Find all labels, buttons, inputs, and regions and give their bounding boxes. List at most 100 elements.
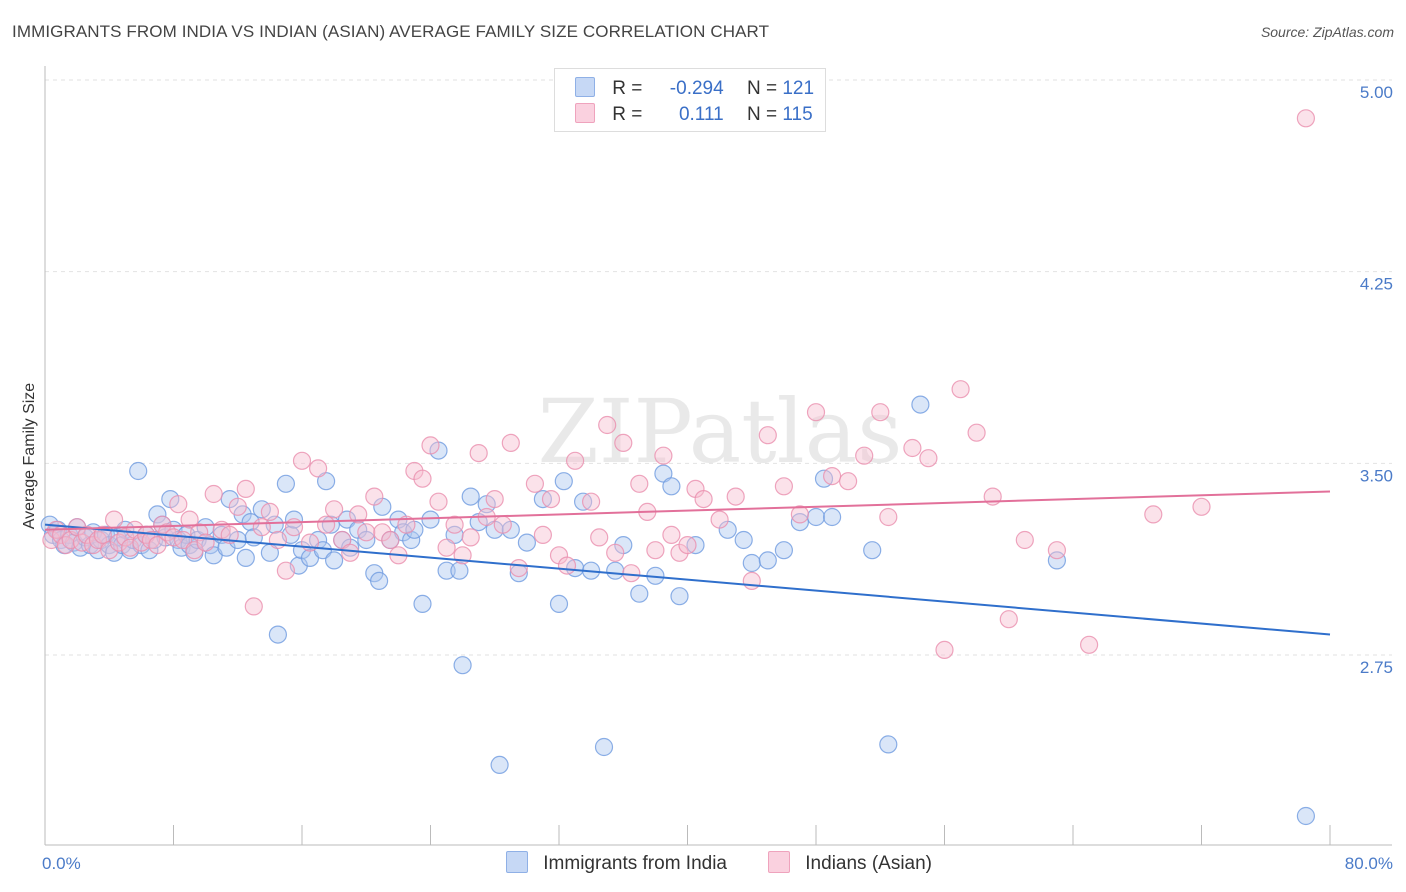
asian-point-54: [397, 515, 416, 534]
asian-point-67: [501, 433, 520, 452]
india-point-98: [594, 737, 614, 757]
asian-point-35: [244, 597, 263, 616]
y-tick-label-2: 4.25: [1360, 275, 1393, 294]
bottom-legend-india: Immigrants from India: [506, 851, 727, 875]
asian-point-37: [260, 502, 279, 521]
y-tick-label-1: 3.50: [1360, 466, 1393, 485]
india-point-84: [461, 487, 480, 506]
india-point-55: [284, 510, 304, 529]
chart-source: Source: ZipAtlas.com: [1260, 24, 1394, 40]
asian-point-56: [413, 469, 432, 488]
india-point-108: [734, 530, 753, 550]
india-point-112: [790, 512, 810, 532]
asian-point-59: [437, 538, 456, 557]
legend-n-value-india: 121: [782, 78, 815, 99]
india-point-63: [325, 551, 344, 570]
asian-point-79: [614, 433, 633, 452]
india-point-113: [806, 507, 826, 527]
asian-point-114: [1296, 109, 1316, 128]
india-point-111: [774, 541, 794, 560]
tick-labels: 2.75 3.50 4.25 5.00 0.0% 80.0%: [42, 83, 1393, 873]
india-point-119: [1047, 551, 1067, 570]
asian-point-95: [790, 505, 810, 524]
legend-r-label: R =: [612, 104, 643, 125]
india-point-77: [413, 594, 432, 614]
asian-point-113: [1192, 497, 1211, 516]
asian-point-60: [445, 515, 464, 534]
asian-point-63: [469, 444, 488, 463]
y-axis-title: Average Family Size: [21, 383, 38, 530]
india-point-27: [148, 505, 167, 524]
asian-point-83: [646, 541, 665, 560]
asian-point-98: [838, 472, 858, 491]
asian-point-90: [710, 510, 729, 529]
asian-point-71: [541, 490, 561, 509]
legend-r-value-asian: 0.111: [678, 104, 724, 125]
india-point-52: [268, 625, 287, 644]
asian-point-7: [77, 525, 96, 545]
bottom-legend-swatch-asian: [768, 851, 790, 873]
asian-point-47: [341, 543, 360, 562]
india-point-68: [357, 530, 376, 550]
asian-point-99: [855, 446, 874, 465]
asian-point-81: [630, 474, 649, 493]
asian-point-26: [180, 510, 199, 529]
legend-swatch-india: [575, 77, 595, 97]
asian-point-106: [967, 423, 986, 442]
asian-point-102: [903, 438, 922, 458]
india-point-109: [742, 553, 761, 573]
asian-point-85: [662, 525, 681, 545]
gridlines: [45, 79, 1392, 656]
asian-point-15: [121, 538, 140, 557]
asian-point-80: [622, 564, 641, 583]
india-point-70: [370, 571, 389, 591]
bottom-legend-swatch-india: [506, 851, 528, 873]
asian-point-44: [317, 515, 336, 534]
asian-point-75: [581, 492, 601, 511]
india-point-94: [554, 472, 573, 491]
india-point-105: [670, 587, 689, 606]
asian-point-66: [493, 515, 512, 534]
india-point-93: [549, 594, 569, 614]
india-trend-line: [44, 523, 1331, 636]
chart-title: IMMIGRANTS FROM INDIA VS INDIAN (ASIAN) …: [12, 22, 770, 41]
asian-point-108: [999, 610, 1018, 629]
asian-point-112: [1144, 505, 1163, 524]
asian-point-78: [606, 543, 625, 562]
asian-point-94: [774, 477, 794, 496]
india-point-91: [517, 533, 537, 552]
asian-point-0: [42, 530, 61, 550]
legend-r-label: R =: [612, 78, 643, 99]
asian-point-76: [590, 528, 609, 547]
asian-point-104: [935, 640, 954, 660]
asian-point-29: [196, 533, 215, 552]
asian-point-58: [429, 492, 448, 511]
asian-point-14: [116, 528, 135, 547]
y-tick-label-3: 5.00: [1360, 83, 1393, 102]
india-point-116: [863, 541, 882, 560]
asian-point-70: [533, 525, 553, 545]
asian-point-93: [758, 426, 777, 445]
asian-point-43: [309, 459, 328, 478]
india-point-22: [129, 461, 148, 481]
correlation-legend: R = -0.294 N = 121 R = 0.111 N = 115: [554, 68, 826, 132]
bottom-legend-label-india: Immigrants from India: [543, 853, 728, 874]
legend-row-india: R = -0.294 N = 121: [575, 77, 814, 101]
asian-trend-line: [44, 490, 1331, 531]
asian-point-92: [742, 571, 761, 591]
watermark: ZIPatlas: [538, 380, 903, 483]
legend-n-label: N =: [746, 78, 778, 99]
asian-point-11: [100, 541, 119, 560]
asian-point-52: [381, 530, 400, 550]
asian-point-97: [822, 467, 842, 486]
asian-point-110: [1047, 541, 1067, 560]
asian-point-84: [654, 446, 673, 465]
asian-point-30: [204, 484, 223, 504]
asian-point-39: [276, 561, 295, 580]
asian-point-91: [726, 487, 745, 506]
asian-point-103: [919, 449, 938, 468]
asian-point-20: [148, 535, 167, 555]
india-point-88: [490, 755, 509, 775]
asian-point-48: [349, 505, 368, 524]
bottom-legend-label-asian: Indians (Asian): [805, 853, 933, 874]
